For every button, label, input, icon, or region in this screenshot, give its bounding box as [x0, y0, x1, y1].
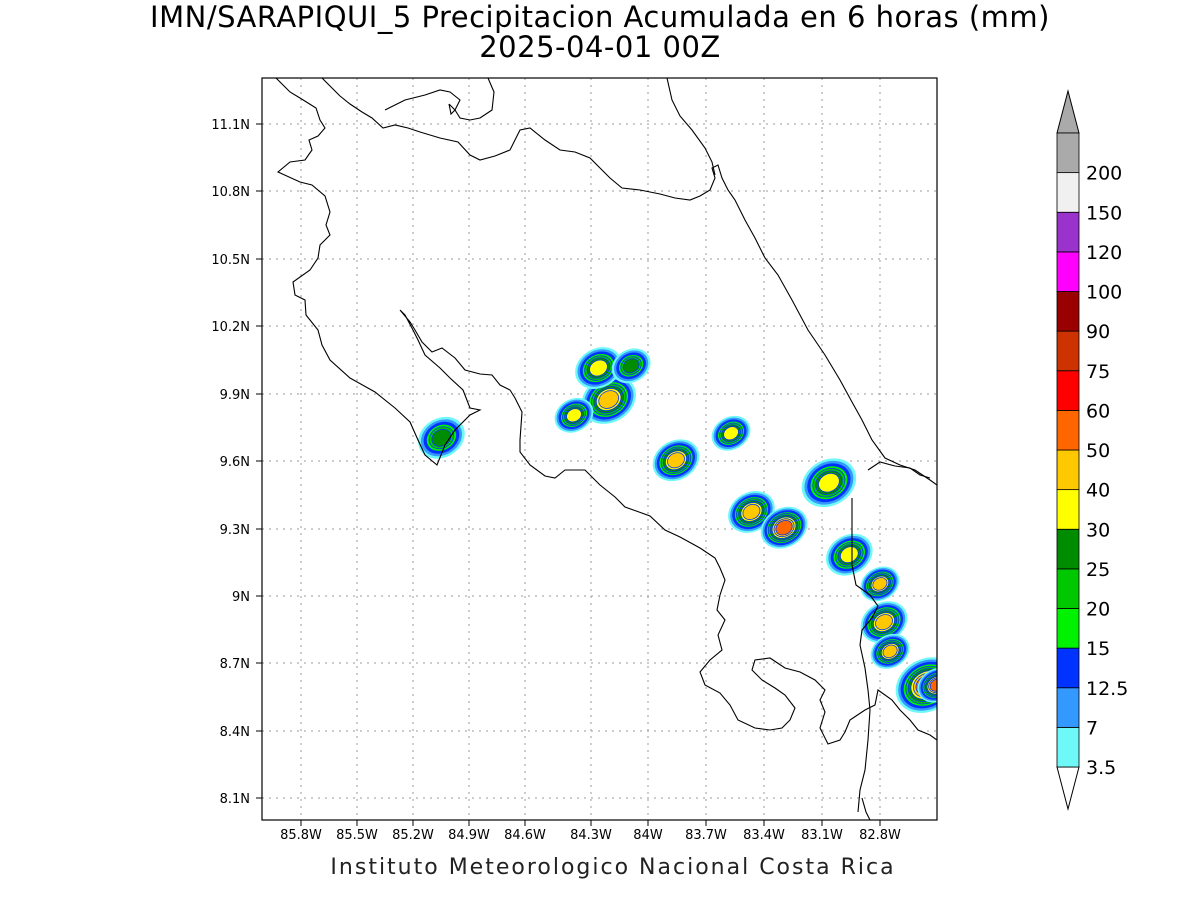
- colorbar-swatch: [1056, 291, 1080, 332]
- x-tick-label: 83.7W: [685, 828, 727, 843]
- precip-cell-level: [566, 408, 582, 423]
- colorbar-swatch: [1056, 608, 1080, 649]
- x-tick-label: 83.1W: [801, 828, 843, 843]
- footer-credit: Instituto Meteorologico Nacional Costa R…: [330, 855, 896, 880]
- x-tick-label: 85.5W: [336, 828, 378, 843]
- colorbar-label: 30: [1086, 519, 1110, 541]
- colorbar-label: 25: [1086, 559, 1110, 581]
- colorbar-swatch: [1056, 568, 1080, 609]
- precip-cell-level: [775, 520, 793, 536]
- precip-cell-level: [742, 503, 761, 520]
- colorbar-swatch: [1056, 251, 1080, 292]
- grid-lines: [262, 78, 937, 820]
- y-tick-label: 11.1N: [211, 118, 250, 133]
- x-axis-ticks: [300, 820, 881, 826]
- colorbar-swatch: [1056, 489, 1080, 530]
- x-tick-label: 84.6W: [504, 828, 546, 843]
- colorbar-label: 200: [1086, 163, 1122, 185]
- title-line-1: IMN/SARAPIQUI_5 Precipitacion Acumulada …: [150, 0, 1050, 34]
- x-tick-label: 84.9W: [448, 828, 490, 843]
- precipitation-field: [418, 347, 937, 713]
- y-tick-label: 9N: [232, 590, 250, 605]
- precip-cell-level: [818, 472, 840, 493]
- colorbar-swatch: [1056, 132, 1080, 174]
- colorbar-label: 3.5: [1086, 757, 1116, 779]
- colorbar-swatch: [1056, 647, 1080, 689]
- x-axis-labels: 85.8W 85.5W 85.2W 84.9W 84.6W 84.3W 84W …: [280, 828, 901, 843]
- precip-cell-level: [598, 390, 619, 409]
- coastline: [275, 78, 937, 820]
- title-line-2: 2025-04-01 00Z: [479, 30, 721, 64]
- colorbar-label: 75: [1086, 361, 1110, 383]
- y-tick-label: 10.8N: [211, 185, 250, 200]
- colorbar-swatch: [1056, 172, 1080, 213]
- precip-cell-level: [872, 577, 888, 591]
- y-tick-label: 9.6N: [220, 455, 250, 470]
- precip-cell-level: [723, 426, 739, 441]
- colorbar-swatch: [1056, 330, 1080, 372]
- y-tick-label: 9.9N: [220, 388, 250, 403]
- y-axis-ticks: [256, 123, 262, 799]
- colorbar-label: 15: [1086, 638, 1110, 660]
- y-tick-label: 9.3N: [220, 523, 250, 538]
- precip-cell-level: [667, 452, 685, 469]
- y-tick-label: 8.1N: [220, 792, 250, 807]
- colorbar-label: 100: [1086, 282, 1122, 304]
- colorbar-swatch: [1056, 370, 1080, 411]
- x-tick-label: 83.4W: [743, 828, 785, 843]
- y-tick-label: 8.4N: [220, 725, 250, 740]
- colorbar-label: 60: [1086, 400, 1110, 422]
- colorbar-swatch: [1056, 211, 1080, 253]
- colorbar-label: 120: [1086, 242, 1122, 264]
- colorbar-swatch: [1056, 726, 1080, 768]
- colorbar: 3.5 7 12.5 15 20 25 30 40 50 60 75 90 100 120 150 200: [1056, 89, 1128, 811]
- colorbar-label: 12.5: [1086, 678, 1128, 700]
- precip-cell-level: [839, 546, 859, 564]
- colorbar-label: 90: [1086, 321, 1110, 343]
- y-axis-labels: 11.1N 10.8N 10.5N 10.2N 9.9N 9.6N 9.3N 9…: [211, 118, 250, 807]
- precip-cell-level: [589, 359, 608, 377]
- y-tick-label: 8.7N: [220, 657, 250, 672]
- colorbar-label: 50: [1086, 440, 1110, 462]
- colorbar-label: 40: [1086, 480, 1110, 502]
- y-tick-label: 10.5N: [211, 253, 250, 268]
- colorbar-label: 20: [1086, 599, 1110, 621]
- x-tick-label: 85.8W: [280, 828, 322, 843]
- precip-cell-level: [875, 614, 893, 631]
- x-tick-label: 82.8W: [859, 828, 901, 843]
- colorbar-label: 7: [1086, 717, 1098, 739]
- colorbar-swatch: [1056, 409, 1080, 451]
- colorbar-swatch: [1056, 687, 1080, 728]
- colorbar-swatch: [1056, 449, 1080, 491]
- colorbar-swatch: [1056, 528, 1080, 570]
- colorbar-over-arrow: [1056, 89, 1080, 134]
- x-tick-label: 84W: [633, 828, 663, 843]
- colorbar-label: 150: [1086, 202, 1122, 224]
- colorbar-under-arrow: [1056, 766, 1080, 811]
- y-tick-label: 10.2N: [211, 320, 250, 335]
- x-tick-label: 85.2W: [392, 828, 434, 843]
- chart-title: IMN/SARAPIQUI_5 Precipitacion Acumulada …: [0, 2, 1200, 62]
- precip-cell-level: [622, 358, 640, 374]
- precip-cell-level: [882, 644, 898, 659]
- x-tick-label: 84.3W: [570, 828, 612, 843]
- plot-frame: [261, 77, 938, 821]
